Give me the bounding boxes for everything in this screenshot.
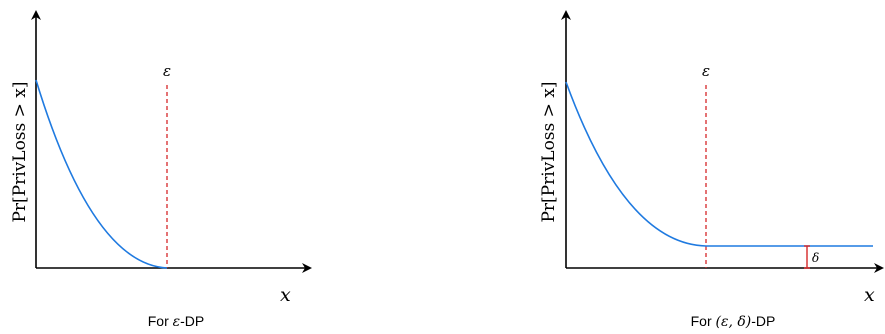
- left-caption-suffix: -DP: [180, 313, 204, 329]
- right-panel: ε δ Pr[PrivLoss > x] x For (ε, δ)-DP: [539, 10, 884, 330]
- right-y-axis-label: Pr[PrivLoss > x]: [539, 81, 559, 222]
- left-caption: For ε-DP: [148, 313, 205, 330]
- left-panel: ε Pr[PrivLoss > x] x For ε-DP: [10, 10, 312, 330]
- delta-bracket: [804, 245, 810, 269]
- delta-label: δ: [812, 251, 819, 265]
- right-caption-suffix: -DP: [751, 313, 775, 329]
- right-privacy-loss-curve: [565, 81, 707, 247]
- left-y-axis-label: Pr[PrivLoss > x]: [10, 81, 30, 222]
- right-caption: For (ε, δ)-DP: [691, 313, 776, 330]
- right-epsilon-label: ε: [702, 62, 710, 80]
- right-caption-math: (ε, δ): [716, 314, 752, 330]
- right-x-axis-label: x: [864, 284, 875, 306]
- right-caption-prefix: For: [691, 313, 716, 329]
- left-privacy-loss-curve: [35, 79, 168, 269]
- left-caption-prefix: For: [148, 313, 173, 329]
- left-caption-math: ε: [173, 314, 181, 330]
- left-x-axis-label: x: [280, 284, 291, 306]
- left-epsilon-label: ε: [163, 62, 171, 80]
